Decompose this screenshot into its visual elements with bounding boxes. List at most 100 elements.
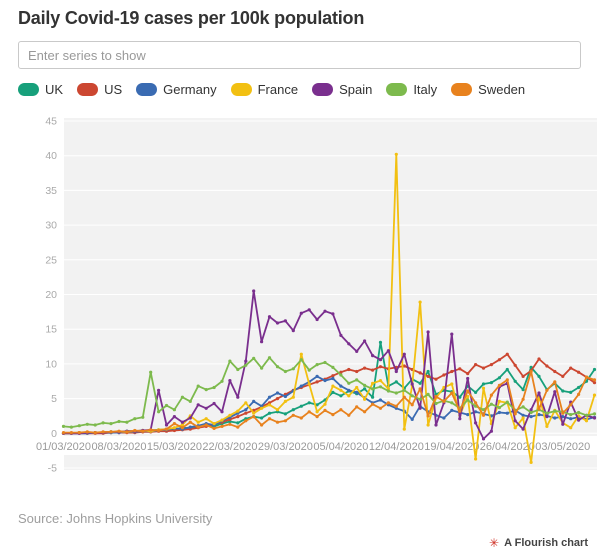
series-point[interactable]: [521, 405, 525, 409]
series-point[interactable]: [157, 388, 161, 392]
series-point[interactable]: [347, 394, 351, 398]
series-point[interactable]: [149, 428, 153, 432]
series-point[interactable]: [537, 391, 541, 395]
series-point[interactable]: [592, 416, 597, 420]
series-point[interactable]: [402, 427, 406, 431]
series-point[interactable]: [561, 374, 565, 378]
series-point[interactable]: [489, 429, 493, 433]
series-point[interactable]: [252, 356, 256, 360]
series-point[interactable]: [109, 430, 113, 434]
series-point[interactable]: [236, 367, 240, 372]
series-point[interactable]: [458, 395, 462, 399]
series-point[interactable]: [584, 413, 589, 417]
series-point[interactable]: [561, 422, 565, 426]
series-point[interactable]: [481, 408, 486, 412]
series-point[interactable]: [331, 312, 335, 316]
series-point[interactable]: [553, 369, 557, 374]
series-point[interactable]: [553, 390, 557, 394]
series-point[interactable]: [371, 354, 375, 358]
series-point[interactable]: [378, 385, 383, 389]
series-italy[interactable]: [61, 356, 597, 429]
series-point[interactable]: [426, 423, 430, 427]
series-point[interactable]: [347, 413, 351, 417]
series-point[interactable]: [553, 380, 557, 384]
series-point[interactable]: [252, 289, 256, 293]
series-point[interactable]: [188, 416, 192, 420]
series-point[interactable]: [450, 408, 454, 412]
series-point[interactable]: [529, 410, 533, 415]
series-point[interactable]: [371, 381, 375, 385]
series-point[interactable]: [529, 415, 533, 419]
series-point[interactable]: [505, 411, 509, 415]
series-point[interactable]: [489, 402, 493, 406]
series-point[interactable]: [315, 374, 319, 378]
series-point[interactable]: [339, 388, 343, 392]
series-point[interactable]: [378, 358, 383, 362]
series-point[interactable]: [577, 418, 581, 422]
series-point[interactable]: [545, 364, 549, 368]
series-point[interactable]: [109, 422, 113, 426]
series-point[interactable]: [267, 356, 272, 360]
series-point[interactable]: [331, 376, 335, 381]
series-point[interactable]: [331, 374, 335, 378]
series-point[interactable]: [323, 402, 327, 406]
series-point[interactable]: [291, 367, 295, 371]
series-point[interactable]: [275, 365, 280, 369]
series-point[interactable]: [592, 412, 597, 416]
series-point[interactable]: [592, 381, 597, 385]
series-point[interactable]: [244, 401, 248, 405]
series-point[interactable]: [141, 415, 145, 419]
series-point[interactable]: [267, 395, 272, 399]
series-point[interactable]: [521, 416, 525, 420]
series-point[interactable]: [299, 404, 303, 408]
series-point[interactable]: [513, 419, 517, 423]
series-point[interactable]: [481, 413, 486, 417]
series-point[interactable]: [363, 339, 367, 343]
series-point[interactable]: [299, 384, 303, 388]
series-point[interactable]: [489, 393, 493, 397]
series-point[interactable]: [69, 431, 73, 435]
legend-item-uk[interactable]: UK: [18, 82, 63, 97]
series-point[interactable]: [569, 366, 573, 370]
series-point[interactable]: [212, 422, 216, 426]
series-point[interactable]: [371, 402, 375, 406]
series-point[interactable]: [521, 374, 525, 378]
series-point[interactable]: [402, 388, 406, 392]
series-point[interactable]: [513, 379, 517, 383]
series-point[interactable]: [172, 408, 176, 412]
series-point[interactable]: [577, 392, 581, 396]
series-point[interactable]: [521, 427, 525, 431]
series-point[interactable]: [275, 408, 280, 412]
series-point[interactable]: [378, 379, 383, 383]
series-point[interactable]: [466, 413, 470, 417]
series-point[interactable]: [196, 420, 200, 424]
series-point[interactable]: [180, 395, 184, 399]
series-point[interactable]: [355, 405, 359, 409]
series-point[interactable]: [386, 401, 390, 405]
series-point[interactable]: [283, 319, 287, 323]
series-point[interactable]: [323, 309, 327, 313]
series-point[interactable]: [236, 395, 240, 399]
series-point[interactable]: [331, 413, 335, 417]
series-point[interactable]: [513, 412, 517, 416]
series-point[interactable]: [434, 394, 438, 399]
series-point[interactable]: [188, 399, 192, 403]
series-point[interactable]: [450, 391, 454, 395]
series-filter-input[interactable]: [18, 41, 581, 69]
series-point[interactable]: [220, 424, 224, 428]
series-point[interactable]: [283, 412, 287, 416]
series-point[interactable]: [474, 401, 478, 405]
series-point[interactable]: [291, 408, 295, 412]
series-point[interactable]: [513, 426, 517, 430]
series-point[interactable]: [339, 394, 343, 398]
series-point[interactable]: [394, 380, 398, 384]
series-point[interactable]: [315, 363, 319, 367]
series-point[interactable]: [347, 342, 351, 346]
series-point[interactable]: [117, 419, 121, 424]
series-point[interactable]: [323, 379, 327, 383]
series-point[interactable]: [521, 397, 525, 401]
legend-item-sweden[interactable]: Sweden: [451, 82, 525, 97]
series-point[interactable]: [339, 373, 343, 377]
series-point[interactable]: [323, 360, 327, 365]
series-line-italy[interactable]: [62, 356, 596, 429]
